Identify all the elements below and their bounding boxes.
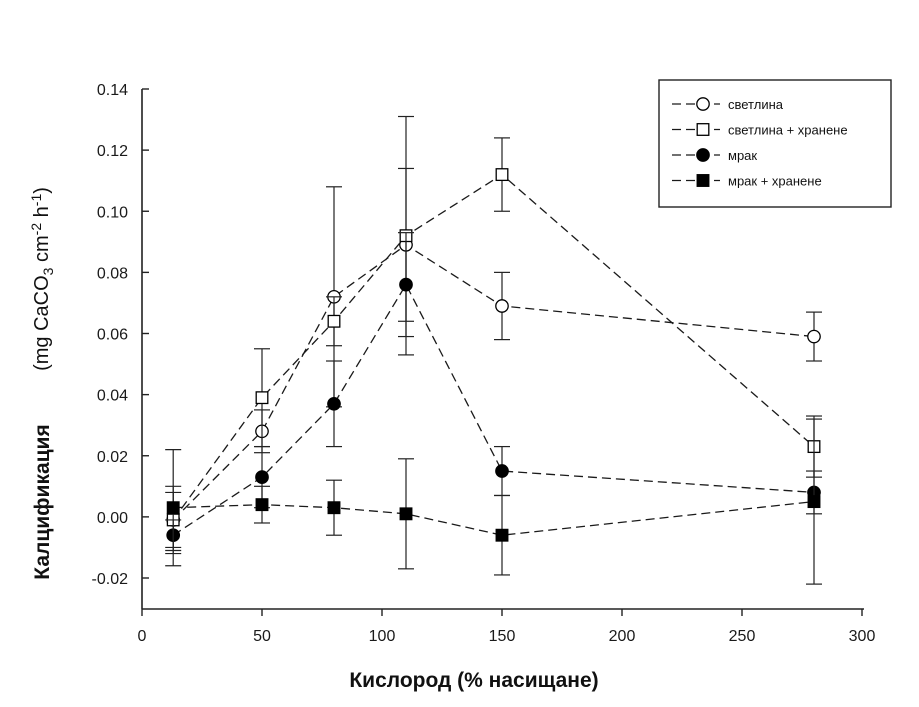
series-line xyxy=(172,244,815,521)
data-point xyxy=(327,396,341,411)
data-point xyxy=(495,168,509,182)
y-axis-title: Калцификация xyxy=(31,424,54,579)
data-point xyxy=(255,498,269,512)
y-tick-label: 0.02 xyxy=(97,449,128,466)
y-unit-sup-cm: -2 xyxy=(28,223,44,236)
y-unit-sub-3: 3 xyxy=(40,267,56,275)
x-ticks: 0 50 100 150 200 250 300 xyxy=(138,609,876,645)
legend-item: светлина xyxy=(672,97,784,112)
legend-label: светлина + хранене xyxy=(728,123,848,138)
y-tick-label: 0.00 xyxy=(97,510,128,527)
legend-item: мрак xyxy=(672,148,757,163)
legend-marker xyxy=(696,123,710,136)
data-point xyxy=(327,314,341,328)
x-tick-label: 0 xyxy=(138,628,147,645)
x-axis-title: Кислород (% насищане) xyxy=(349,669,598,692)
legend-marker xyxy=(696,174,710,187)
y-tick-label: 0.10 xyxy=(97,204,128,221)
legend-item: мрак + хранене xyxy=(672,174,822,189)
series-line xyxy=(172,173,815,521)
legend-label: светлина xyxy=(728,97,784,112)
series-line xyxy=(173,500,815,536)
x-tick-label: 200 xyxy=(609,628,636,645)
data-point xyxy=(166,501,180,515)
y-unit-part-1: (mg CaCO xyxy=(31,275,53,371)
x-tick-label: 100 xyxy=(369,628,396,645)
data-point xyxy=(255,470,269,484)
legend-marker xyxy=(696,97,710,111)
series-3 xyxy=(165,232,822,552)
data-point xyxy=(399,507,413,521)
y-tick-label: 0.06 xyxy=(97,327,128,344)
y-unit-part-3: h xyxy=(31,206,53,223)
y-tick-label: 0.12 xyxy=(97,143,128,160)
legend: светлина светлина + хранене мрак мрак + хра… xyxy=(658,79,892,208)
y-unit-sup-h: -1 xyxy=(28,194,44,207)
y-axis-unit: (mg CaCO3 cm-2 h-1) xyxy=(28,187,56,371)
series-line xyxy=(172,283,815,536)
series-1 xyxy=(165,167,822,549)
data-point xyxy=(327,501,341,515)
x-tick-label: 300 xyxy=(849,628,876,645)
data-point xyxy=(807,329,821,344)
x-tick-label: 150 xyxy=(489,628,516,645)
x-tick-label: 250 xyxy=(729,628,756,645)
y-tick-label: 0.04 xyxy=(97,388,128,405)
y-unit-part-2: cm xyxy=(31,235,53,267)
y-unit-part-4: ) xyxy=(31,187,53,194)
y-tick-label: 0.08 xyxy=(97,265,128,282)
series-layer xyxy=(165,115,822,585)
data-point xyxy=(495,528,509,542)
data-point xyxy=(495,299,509,313)
data-point xyxy=(255,391,269,405)
legend-marker xyxy=(696,148,710,162)
y-tick-label: 0.14 xyxy=(97,82,128,99)
legend-item: светлина + хранене xyxy=(672,123,848,138)
legend-label: мрак + хранене xyxy=(728,174,822,189)
legend-label: мрак xyxy=(728,148,757,163)
x-tick-label: 50 xyxy=(253,628,271,645)
y-ticks: -0.02 0.00 0.02 0.04 0.06 0.08 0.10 0.12 0.14 xyxy=(92,82,149,588)
data-point xyxy=(399,277,413,292)
y-tick-label: -0.02 xyxy=(92,571,129,588)
series-4 xyxy=(165,418,822,585)
data-point xyxy=(807,495,821,509)
data-point xyxy=(495,464,509,478)
